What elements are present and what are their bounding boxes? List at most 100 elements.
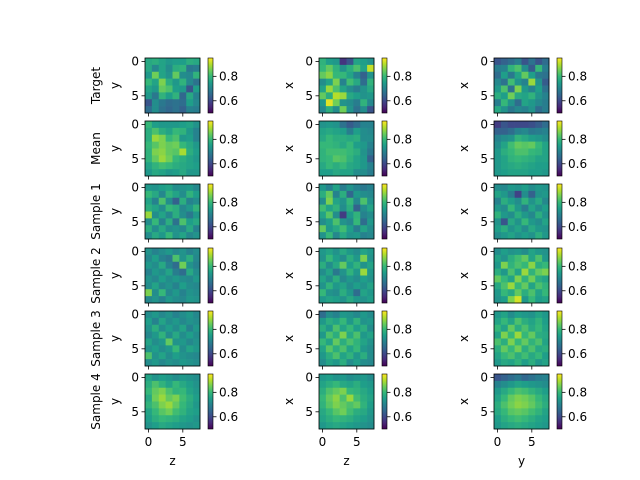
heatmap-cell	[332, 352, 340, 360]
heatmap-cell	[325, 261, 334, 269]
heatmap-cell	[325, 401, 334, 409]
heatmap-cell	[367, 352, 375, 360]
heatmap-cell	[528, 401, 536, 409]
heatmap-cell	[542, 190, 550, 199]
heatmap-cell	[332, 422, 340, 430]
heatmap-cell	[367, 275, 375, 283]
heatmap-cell	[494, 401, 502, 409]
colorbar-tick-label: 0.6	[219, 284, 238, 298]
heatmap-cell	[325, 64, 334, 73]
heatmap-cell	[542, 106, 550, 114]
heatmap-cell	[165, 422, 173, 430]
heatmap-cell	[145, 415, 153, 423]
heatmap-cell	[494, 58, 502, 66]
y-tick-label: 0	[131, 117, 139, 131]
heatmap-cell	[521, 282, 529, 290]
heatmap-cell	[145, 380, 153, 389]
heatmap-cell	[528, 141, 536, 149]
heatmap-cell	[353, 261, 361, 269]
heatmap-cell	[179, 352, 187, 360]
heatmap-cell	[542, 352, 550, 360]
heatmap-cell	[339, 374, 347, 382]
heatmap-cell	[346, 204, 354, 212]
heatmap-cell	[528, 184, 536, 192]
heatmap-cell	[151, 64, 160, 73]
heatmap-cell	[494, 248, 502, 256]
heatmap-cell	[528, 422, 536, 430]
heatmap-cell	[542, 331, 550, 339]
heatmap-cell	[339, 352, 347, 360]
heatmap-cell	[367, 155, 375, 163]
panels-layer: 0 5 0.6 0.8 y 0 5 0.6 0.8 x 0 5 0.6 0.8 x 0 5 0.6 0.8 y 0 5 0.…	[108, 54, 587, 449]
heatmap-cell	[528, 387, 536, 395]
heatmap-cell	[353, 324, 361, 332]
heatmap-cell	[542, 422, 550, 430]
heatmap-cell	[528, 64, 536, 73]
heatmap-cell	[494, 311, 502, 319]
heatmap-cell	[145, 352, 153, 360]
colorbar: 0.6 0.8	[381, 373, 412, 430]
heatmap-cell	[179, 141, 187, 149]
heatmap-cell	[186, 352, 194, 360]
heatmap-cell	[151, 248, 160, 256]
colorbar: 0.6 0.8	[381, 183, 412, 240]
heatmap-cell	[528, 289, 536, 297]
heatmap-cell	[535, 422, 543, 430]
heatmap-cell	[151, 127, 160, 136]
heatmap-cell	[319, 169, 327, 177]
heatmap-cell	[179, 190, 187, 199]
heatmap-cell	[346, 282, 354, 290]
y-tick-label: 0	[480, 244, 488, 258]
heatmap-cell	[528, 197, 536, 205]
heatmap-cell	[494, 127, 502, 136]
heatmap-cell	[339, 92, 347, 100]
heatmap-cell	[346, 218, 354, 226]
heatmap-cell	[339, 197, 347, 205]
heatmap-cell	[151, 317, 160, 326]
heatmap-panel-4-2: 0 5 0.6 0.8 x	[282, 244, 412, 307]
heatmap-cell	[500, 211, 509, 219]
heatmap-cell	[186, 92, 194, 100]
colorbar-tick-label: 0.6	[393, 157, 412, 171]
heatmap-cell	[172, 359, 180, 367]
heatmap-cell	[494, 232, 502, 240]
heatmap-cell	[151, 184, 160, 192]
heatmap-cell	[346, 71, 354, 79]
heatmap-cell	[172, 296, 180, 304]
heatmap-cell	[367, 218, 375, 226]
heatmap-cell	[514, 134, 522, 142]
heatmap-cell	[494, 296, 502, 304]
colorbar-tick-label: 0.6	[568, 157, 587, 171]
heatmap-cell	[165, 211, 173, 219]
heatmap-cell	[367, 248, 375, 256]
panel-frame	[144, 310, 201, 367]
heatmap-cell	[535, 85, 543, 93]
heatmap-cell	[325, 92, 334, 100]
y-axis-label: x	[457, 82, 471, 89]
heatmap-cell	[535, 197, 543, 205]
heatmap-cell	[158, 190, 166, 199]
heatmap-cell	[494, 64, 502, 73]
heatmap-cell	[325, 345, 334, 353]
heatmap-cell	[325, 162, 334, 170]
heatmap-cell	[165, 394, 173, 402]
heatmap-cell	[193, 71, 201, 79]
heatmap-cell	[360, 204, 368, 212]
colorbar: 0.6 0.8	[556, 247, 587, 304]
panel-frame	[318, 120, 375, 177]
heatmap-cell	[542, 324, 550, 332]
heatmap-cell	[514, 197, 522, 205]
heatmap-cell	[179, 380, 187, 389]
heatmap-cell	[535, 78, 543, 86]
heatmap-cell	[353, 394, 361, 402]
heatmap-cell	[325, 58, 334, 66]
heatmap-cell	[319, 296, 327, 304]
heatmap-cell	[325, 225, 334, 233]
heatmap-cell	[507, 268, 515, 276]
heatmap-cell	[172, 134, 180, 142]
colorbar-tick-label: 0.6	[393, 410, 412, 424]
heatmap-cell	[528, 121, 536, 129]
heatmap-cell	[332, 64, 340, 73]
heatmap-cell	[514, 352, 522, 360]
heatmap-cell	[521, 394, 529, 402]
